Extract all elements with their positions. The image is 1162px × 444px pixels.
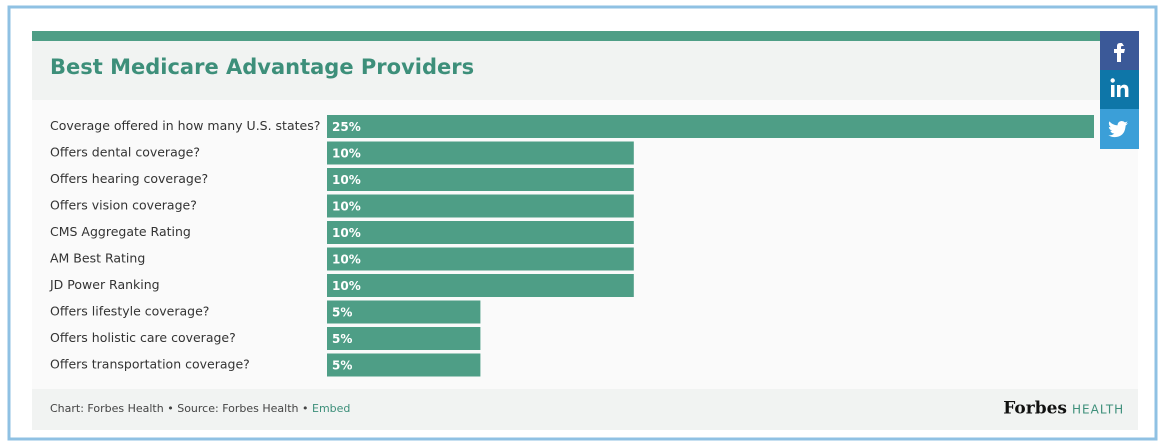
linkedin-icon	[1111, 85, 1115, 97]
bar	[327, 274, 634, 297]
bar	[327, 327, 481, 350]
title-band	[32, 40, 1138, 100]
footer-band	[32, 389, 1138, 430]
bar	[327, 353, 481, 377]
bar	[327, 115, 1094, 138]
value-label: 10%	[332, 226, 361, 240]
bar	[327, 300, 481, 324]
category-label: Offers vision coverage?	[50, 198, 197, 213]
share-twitter[interactable]	[1100, 109, 1139, 149]
linkedin-icon	[1117, 84, 1129, 98]
share-facebook[interactable]	[1100, 31, 1139, 70]
chart-title: Best Medicare Advantage Providers	[50, 55, 474, 79]
value-label: 10%	[332, 200, 361, 214]
value-label: 25%	[332, 120, 361, 134]
value-label: 5%	[332, 306, 352, 320]
logo-section: HEALTH	[1072, 403, 1124, 417]
logo-brand: Forbes	[1003, 399, 1067, 419]
share-linkedin[interactable]	[1100, 70, 1139, 109]
value-label: 10%	[332, 253, 361, 267]
category-label: Offers lifestyle coverage?	[50, 304, 209, 319]
value-label: 10%	[332, 147, 361, 161]
bar	[327, 247, 634, 271]
facebook-icon	[1114, 43, 1125, 62]
category-label: JD Power Ranking	[49, 277, 160, 292]
top-stripe	[32, 31, 1138, 41]
category-label: Offers transportation coverage?	[50, 357, 250, 372]
embed-link[interactable]: Embed	[312, 402, 350, 415]
bar	[327, 194, 634, 218]
footer: Chart: Forbes Health • Source: Forbes He…	[50, 402, 350, 415]
bar	[327, 168, 634, 191]
category-label: Offers dental coverage?	[50, 145, 200, 160]
value-label: 10%	[332, 173, 361, 187]
twitter-icon	[1108, 120, 1128, 138]
frame	[7, 5, 1158, 441]
bar	[327, 141, 634, 165]
separator: •	[302, 402, 309, 415]
linkedin-icon	[1110, 78, 1115, 83]
category-label: Offers hearing coverage?	[50, 171, 208, 186]
value-label: 5%	[332, 359, 352, 373]
category-label: Offers holistic care coverage?	[50, 330, 236, 345]
category-label: AM Best Rating	[50, 251, 145, 266]
category-label: Coverage offered in how many U.S. states…	[50, 118, 320, 133]
category-label: CMS Aggregate Rating	[50, 224, 191, 239]
source: Source: Forbes Health	[177, 402, 298, 415]
value-label: 10%	[332, 279, 361, 293]
separator: •	[167, 402, 174, 415]
value-label: 5%	[332, 332, 352, 346]
chart-credit: Chart: Forbes Health	[50, 402, 164, 415]
bar	[327, 221, 634, 244]
